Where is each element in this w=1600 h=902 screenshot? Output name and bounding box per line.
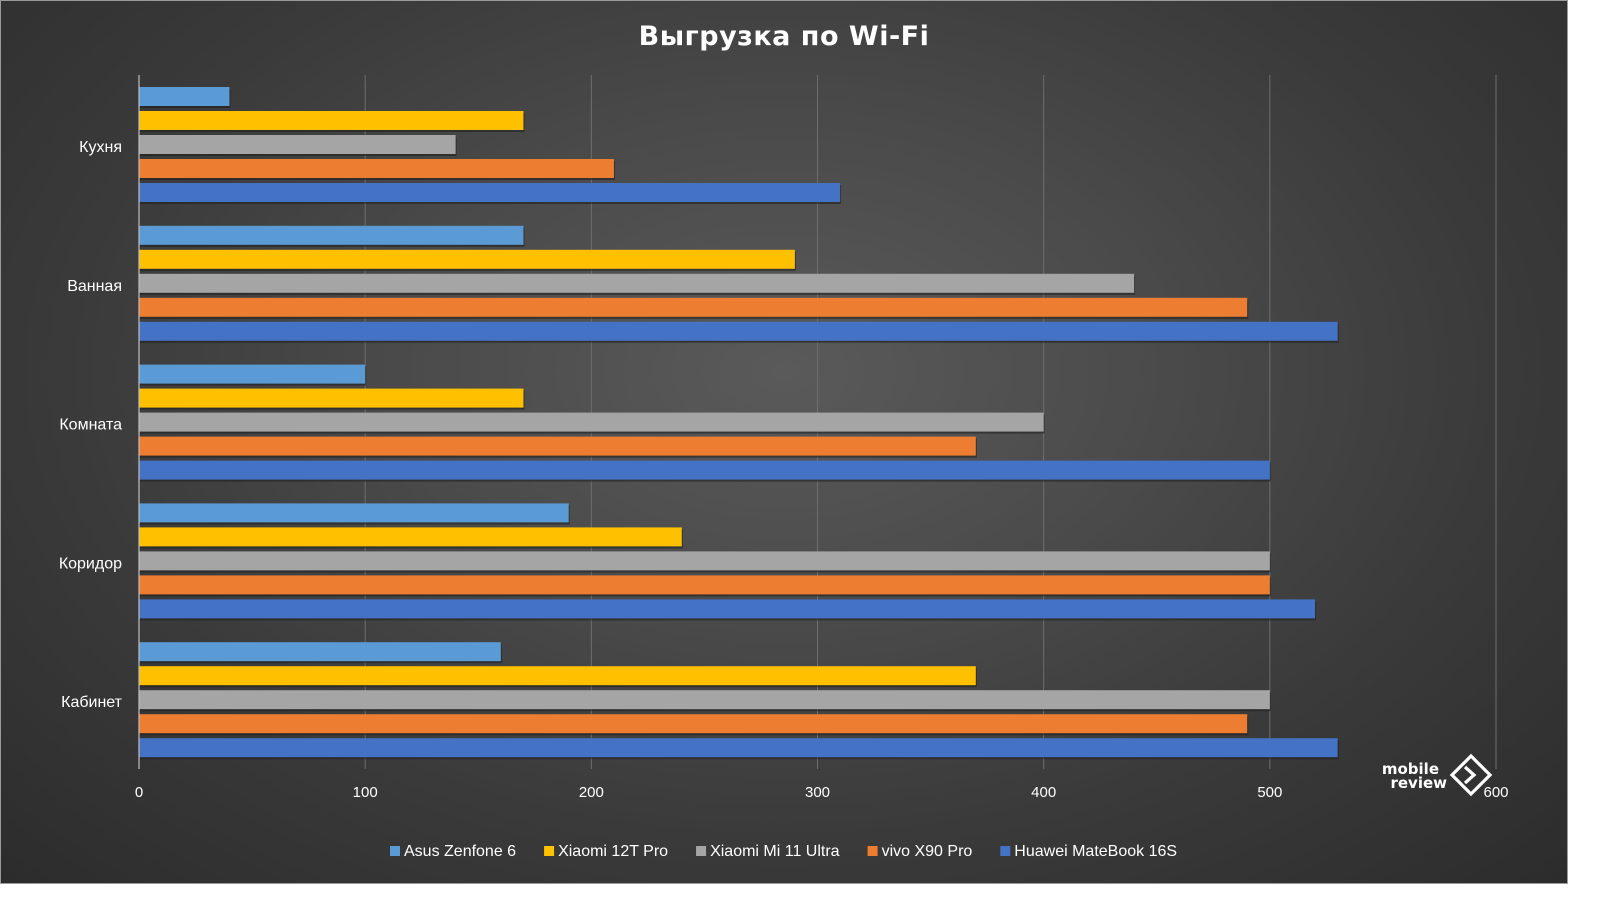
bar xyxy=(139,364,366,384)
logo-text-mobile: mobile xyxy=(1382,760,1439,778)
category-label: Комната xyxy=(59,417,122,434)
bar xyxy=(139,436,976,456)
legend-swatch xyxy=(544,846,555,856)
legend-swatch xyxy=(867,846,878,856)
category-label: Коридор xyxy=(59,555,122,572)
x-tick-label: 200 xyxy=(579,784,604,801)
x-tick-label: 600 xyxy=(1483,784,1508,801)
bar xyxy=(139,599,1316,619)
bar xyxy=(139,738,1338,758)
bar xyxy=(139,527,682,547)
legend-label: Xiaomi Mi 11 Ultra xyxy=(710,843,840,860)
bar xyxy=(139,321,1338,341)
bar xyxy=(139,690,1270,710)
legend-swatch xyxy=(1000,846,1011,856)
bar xyxy=(139,388,524,408)
logo-text-review: review xyxy=(1390,774,1447,792)
x-tick-label: 0 xyxy=(135,784,143,801)
bar xyxy=(139,135,456,154)
bar xyxy=(139,183,841,202)
bar xyxy=(139,273,1135,293)
x-tick-label: 100 xyxy=(353,784,378,801)
x-tick-label: 500 xyxy=(1257,784,1282,801)
bar xyxy=(139,714,1248,734)
bar xyxy=(139,575,1270,595)
axis: 0 100 200 300 400 500 600 Кухня Ванная Комната Кор… xyxy=(59,75,1509,801)
bar xyxy=(139,666,976,686)
legend-swatch xyxy=(696,846,707,856)
mobile-review-logo: mobile review xyxy=(1382,753,1493,797)
bar xyxy=(139,551,1270,571)
chart-frame: Выгрузка по Wi-Fi 0 100 200 300 400 500 600 Кух… xyxy=(0,0,1568,884)
x-tick-label: 400 xyxy=(1031,784,1056,801)
category-label: Кухня xyxy=(79,139,122,156)
bar xyxy=(139,460,1270,480)
bar xyxy=(139,297,1248,317)
bar xyxy=(139,87,230,106)
bars xyxy=(139,87,1339,760)
bar xyxy=(139,225,524,245)
category-label: Ванная xyxy=(67,278,122,295)
legend-label: vivo X90 Pro xyxy=(882,843,973,860)
legend-label: Huawei MateBook 16S xyxy=(1014,843,1177,860)
bar xyxy=(139,249,795,269)
legend-swatch xyxy=(390,846,400,856)
bar-chart: Выгрузка по Wi-Fi 0 100 200 300 400 500 600 Кух… xyxy=(59,21,1509,860)
bar xyxy=(139,412,1044,432)
logo-diamond-icon xyxy=(1449,753,1493,797)
bar xyxy=(139,642,501,662)
legend-label: Asus Zenfone 6 xyxy=(404,843,516,860)
x-tick-label: 300 xyxy=(805,784,830,801)
chart-title: Выгрузка по Wi-Fi xyxy=(639,21,930,52)
category-label: Кабинет xyxy=(61,694,123,711)
legend: Asus Zenfone 6 Xiaomi 12T Pro Xiaomi Mi 11… xyxy=(390,843,1177,860)
bar xyxy=(139,111,524,130)
bar xyxy=(139,503,569,523)
bar xyxy=(139,159,614,178)
legend-label: Xiaomi 12T Pro xyxy=(558,843,668,860)
